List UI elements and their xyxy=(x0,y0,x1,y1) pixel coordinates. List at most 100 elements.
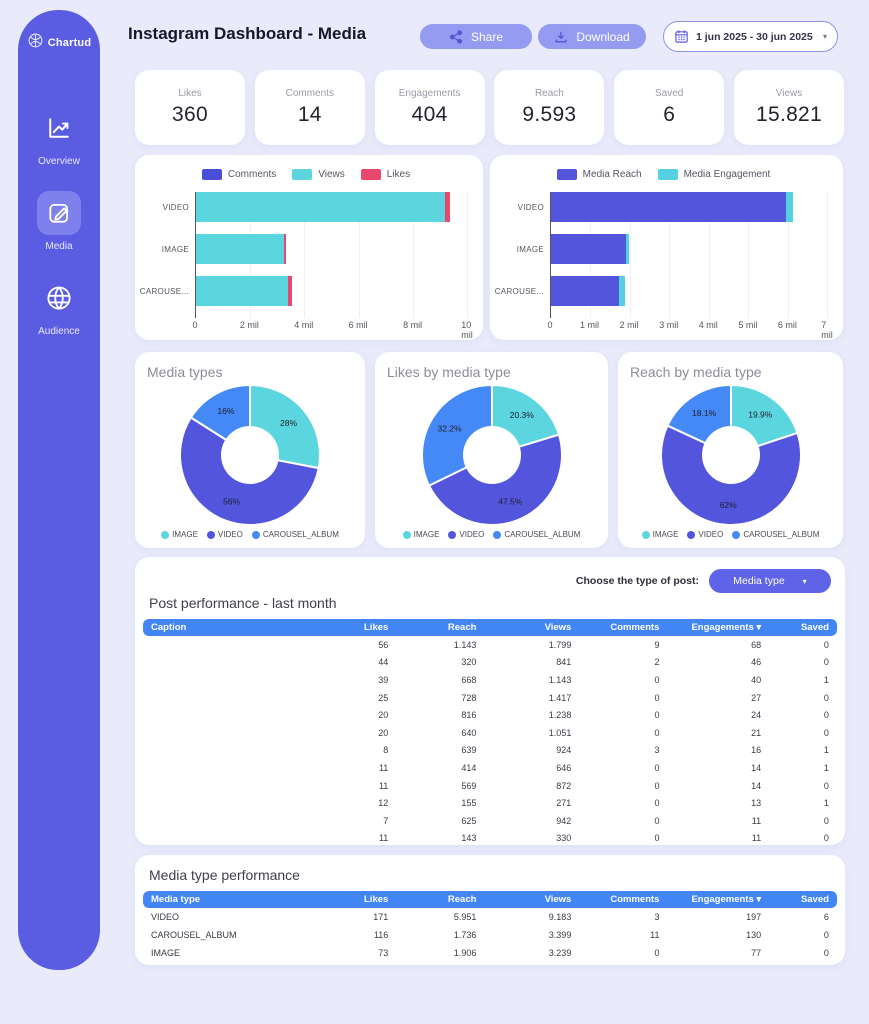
category-label: IMAGE xyxy=(161,244,189,254)
table-row[interactable]: 7 625 942 0 11 0 xyxy=(383,815,829,826)
kpi-value: 360 xyxy=(172,103,208,126)
engagement-bar-chart: Comments Views Likes VIDEO IMAGE CAROUSE... 0 2… xyxy=(135,155,483,340)
bar-image[interactable] xyxy=(551,234,827,264)
kpi-label: Views xyxy=(775,88,803,99)
kpi-value: 6 xyxy=(663,103,676,126)
legend-item: IMAGE xyxy=(402,530,439,539)
legend-item: IMAGE xyxy=(161,530,198,539)
chart-legend: IMAGE VIDEO CAROUSEL_ALBUM xyxy=(147,530,353,541)
table-row[interactable]: 20 640 1.051 0 21 0 xyxy=(378,727,829,738)
sidebar-nav: Overview Media Audience xyxy=(37,106,81,337)
calendar-icon xyxy=(675,30,688,43)
date-range-value: 1 jun 2025 - 30 jun 2025 xyxy=(696,30,813,43)
svg-text:62%: 62% xyxy=(719,500,736,510)
sidebar-item-audience[interactable]: Audience xyxy=(37,276,81,337)
svg-text:19.9%: 19.9% xyxy=(748,410,773,420)
logo-text: Chartud xyxy=(47,37,92,49)
media-types-donut: Media types 28% 56% 16% IMAGE VIDEO CAROUSEL_A… xyxy=(135,352,365,548)
sidebar: Chartud Overview Media Audience xyxy=(18,10,100,970)
kpi-card-comments: Comments 14 xyxy=(254,70,365,145)
legend-item: VIDEO xyxy=(687,530,723,539)
category-label: CAROUSE... xyxy=(494,286,544,296)
download-icon xyxy=(555,31,567,43)
share-label: Share xyxy=(470,29,504,44)
legend-item: Comments xyxy=(201,169,276,180)
chart-legend: IMAGE VIDEO CAROUSEL_ALBUM xyxy=(630,530,831,541)
donut-chart[interactable]: 20.3% 47.5% 32.2% xyxy=(417,380,567,530)
table-row[interactable]: VIDEO 171 5.951 9.183 3 197 6 xyxy=(151,912,829,922)
share-button[interactable]: Share xyxy=(420,24,532,49)
table-row[interactable]: 11 569 872 0 14 0 xyxy=(378,780,829,791)
bar-video[interactable] xyxy=(196,192,467,222)
svg-text:32.2%: 32.2% xyxy=(437,424,462,434)
line-chart-icon xyxy=(37,106,81,150)
legend-item: Media Reach xyxy=(556,169,642,180)
table-row[interactable]: 20 816 1.238 0 24 0 xyxy=(378,710,829,721)
kpi-value: 14 xyxy=(297,103,322,126)
edit-icon xyxy=(37,191,81,235)
svg-text:47.5%: 47.5% xyxy=(498,497,523,507)
media-type-dropdown[interactable]: Media type ▾ xyxy=(709,569,831,593)
svg-text:18.1%: 18.1% xyxy=(692,408,717,418)
donut-chart[interactable]: 19.9% 62% 18.1% xyxy=(656,380,806,530)
table-header: Caption Likes Reach Views Comments Engagement… xyxy=(143,619,837,636)
kpi-label: Reach xyxy=(534,88,564,99)
media-table-title: Media type performance xyxy=(149,867,300,883)
donut-chart[interactable]: 28% 56% 16% xyxy=(175,380,325,530)
media-type-table: Media type Likes Reach Views Comments Engagem… xyxy=(143,891,837,962)
table-row[interactable]: 25 728 1.417 0 27 0 xyxy=(378,692,829,703)
legend-item: Likes xyxy=(360,169,410,180)
post-performance-card: Choose the type of post: Media type ▾ Po… xyxy=(135,557,845,845)
svg-text:16%: 16% xyxy=(217,406,234,416)
kpi-card-saved: Saved 6 xyxy=(614,70,725,145)
kpi-card-views: Views 15.821 xyxy=(734,70,844,145)
sidebar-item-media[interactable]: Media xyxy=(37,191,81,252)
date-range-picker[interactable]: 1 jun 2025 - 30 jun 2025 ▾ xyxy=(663,21,838,52)
chart-legend: Media Reach Media Engagement xyxy=(500,169,827,180)
kpi-card-likes: Likes 360 xyxy=(135,70,245,145)
table-row[interactable]: 39 668 1.143 0 40 1 xyxy=(378,674,829,685)
kpi-value: 15.821 xyxy=(755,103,823,126)
share-icon xyxy=(449,29,463,44)
download-button[interactable]: Download xyxy=(538,24,646,49)
svg-text:56%: 56% xyxy=(223,497,240,507)
chevron-down-icon: ▾ xyxy=(802,576,807,586)
legend-item: IMAGE xyxy=(641,530,678,539)
likes-donut: Likes by media type 20.3% 47.5% 32.2% IMAGE V… xyxy=(375,352,608,548)
legend-item: VIDEO xyxy=(206,530,243,539)
bar-video[interactable] xyxy=(551,192,827,222)
post-table-title: Post performance - last month xyxy=(149,595,337,611)
reach-bar-chart: Media Reach Media Engagement VIDEO IMAGE CAR… xyxy=(490,155,843,340)
kpi-card-engagements: Engagements 404 xyxy=(374,70,485,145)
legend-item: CAROUSEL_ALBUM xyxy=(732,530,819,539)
kpi-label: Likes xyxy=(178,88,202,99)
chevron-down-icon: ▾ xyxy=(822,32,827,41)
sidebar-item-overview[interactable]: Overview xyxy=(37,106,81,167)
legend-item: VIDEO xyxy=(448,530,484,539)
category-label: VIDEO xyxy=(517,202,544,212)
table-row[interactable]: 44 320 841 2 46 0 xyxy=(378,657,829,668)
chart-legend: IMAGE VIDEO CAROUSEL_ALBUM xyxy=(387,530,596,541)
bar-image[interactable] xyxy=(196,234,467,264)
logo: Chartud xyxy=(27,32,92,54)
bar-carouse[interactable] xyxy=(551,276,827,306)
table-row[interactable]: 11 143 330 0 11 0 xyxy=(378,833,829,842)
sidebar-item-label: Media xyxy=(45,241,73,252)
download-label: Download xyxy=(576,29,630,44)
table-row[interactable]: CAROUSEL_ALBUM 116 1.736 3.399 11 130 0 xyxy=(151,930,829,940)
table-row[interactable]: 8 639 924 3 16 1 xyxy=(383,745,829,756)
table-row[interactable]: IMAGE 73 1.906 3.239 0 77 0 xyxy=(151,948,829,958)
table-row[interactable]: 12 155 271 0 13 1 xyxy=(378,798,829,809)
svg-text:20.3%: 20.3% xyxy=(509,410,534,420)
chart-title: Reach by media type xyxy=(630,364,762,380)
sidebar-item-label: Audience xyxy=(38,326,80,337)
table-row[interactable]: 56 1.143 1.799 9 68 0 xyxy=(378,639,829,650)
kpi-label: Comments xyxy=(285,88,334,99)
bar-carouse[interactable] xyxy=(196,276,467,306)
legend-item: CAROUSEL_ALBUM xyxy=(251,530,339,539)
table-row[interactable]: 11 414 646 0 14 1 xyxy=(378,762,829,773)
chart-title: Likes by media type xyxy=(387,364,511,380)
